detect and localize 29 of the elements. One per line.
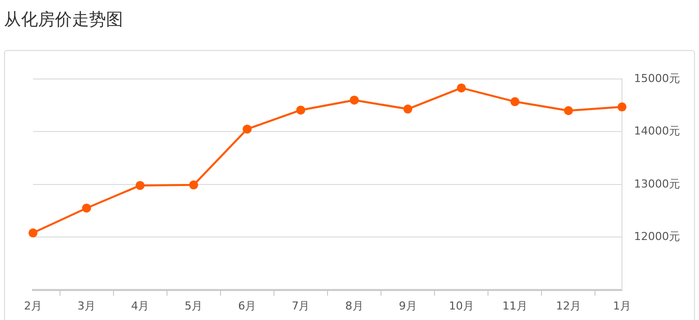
point (456, 83, 466, 92)
point (510, 97, 520, 106)
x-tick-label: 9月 (398, 299, 417, 312)
point (564, 106, 573, 116)
y-tick-label: 12000元 (634, 230, 680, 243)
x-tick-label: 2月 (24, 299, 42, 312)
y-tick-label: 14000元 (634, 124, 680, 138)
point (82, 204, 92, 213)
point (350, 96, 359, 105)
point (189, 180, 198, 190)
x-tick-label: 4月 (131, 299, 150, 312)
x-tick-label: 12月 (556, 299, 581, 312)
x-tick-label: 5月 (184, 299, 203, 312)
x-tick-label: 10月 (448, 299, 474, 312)
x-tick-label: 1月 (613, 299, 632, 312)
x-tick-label: 8月 (345, 299, 364, 312)
y-tick-label: 13000元 (634, 177, 680, 190)
point (28, 228, 38, 238)
x-tick-label: 7月 (292, 299, 310, 312)
chart-title: 从化房价走势图 (4, 9, 123, 31)
point (296, 106, 306, 115)
point (136, 180, 145, 190)
x-tick-label: 11月 (502, 299, 528, 312)
point (403, 104, 412, 114)
x-tick-label: 3月 (78, 299, 96, 312)
x-tick-label: 6月 (238, 299, 256, 312)
point (618, 102, 627, 112)
y-tick-label: 15000元 (634, 72, 680, 85)
point (242, 124, 252, 134)
